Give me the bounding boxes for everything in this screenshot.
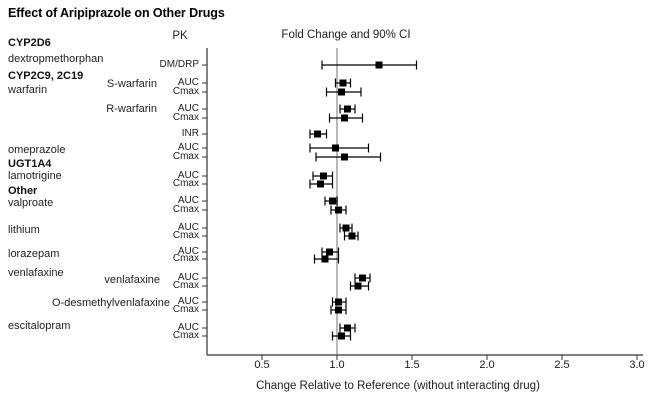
- side-label-cyp2d6: CYP2D6: [8, 37, 51, 49]
- metric-label-venlafaxine-auc: AUC: [177, 272, 199, 283]
- metric-label-lamotrigine-cmax: Cmax: [172, 178, 199, 189]
- metric-label-lithium-cmax: Cmax: [172, 230, 199, 241]
- point-estimate-marker: [375, 61, 383, 69]
- forest-row-s-warfarin-cmax: [325, 87, 362, 97]
- point-estimate-marker: [338, 332, 345, 340]
- point-estimate-marker: [329, 197, 336, 205]
- side-label-dextropmethorphan: dextropmethorphan: [8, 53, 104, 65]
- point-estimate-marker: [317, 180, 324, 188]
- forest-row-lorazepam-cmax: [313, 254, 340, 264]
- point-estimate-marker: [326, 248, 333, 256]
- forest-row-s-warfarin-auc: [334, 78, 352, 88]
- x-tick-label-0-5: 0.5: [254, 359, 270, 371]
- x-axis-label: Change Relative to Reference (without in…: [256, 380, 540, 392]
- point-estimate-marker: [335, 306, 342, 314]
- forest-row-r-warfarin-cmax: [328, 113, 364, 123]
- point-estimate-marker: [341, 153, 348, 161]
- x-tick-label-1-5: 1.5: [404, 359, 420, 371]
- metric-label-escitalopram-auc: AUC: [177, 322, 199, 333]
- metric-label-warfarin-inr: INR: [181, 128, 199, 139]
- forest-row-lamotrigine-auc: [312, 171, 334, 181]
- point-estimate-marker: [314, 130, 321, 138]
- forest-row-lamotrigine-cmax: [309, 179, 334, 189]
- point-estimate-marker: [321, 255, 329, 263]
- metric-label-s-warfarin-auc: AUC: [177, 77, 199, 88]
- forest-row-valproate-cmax: [330, 205, 347, 215]
- point-estimate-marker: [335, 298, 342, 306]
- metric-label-omeprazole-cmax: Cmax: [172, 151, 199, 162]
- side-label-cyp2c9-2c19: CYP2C9, 2C19: [8, 70, 84, 82]
- metric-label-dextropmethorphan-dm-drp: DM/DRP: [159, 59, 199, 70]
- point-estimate-marker: [335, 206, 342, 214]
- forest-row-valproate-auc: [324, 196, 338, 206]
- point-estimate-marker: [354, 282, 362, 290]
- point-estimate-marker: [338, 88, 345, 96]
- forest-row-venlafaxine-auc: [354, 273, 371, 283]
- chart-title: Effect of Aripiprazole on Other Drugs: [8, 6, 225, 20]
- metric-label-valproate-cmax: Cmax: [172, 204, 199, 215]
- side-label-other: Other: [8, 185, 38, 197]
- metric-label-o-desmethylvenlafaxine-cmax: Cmax: [172, 304, 199, 315]
- metric-label-lamotrigine-auc: AUC: [177, 170, 199, 181]
- forest-row-o-desmethylvenlafaxine-auc: [331, 297, 347, 307]
- metric-label-escitalopram-cmax: Cmax: [172, 330, 199, 341]
- point-estimate-marker: [342, 224, 350, 232]
- x-tick-label-2-0: 2.0: [479, 359, 495, 371]
- side-label-venlafaxine: venlafaxine: [8, 267, 64, 279]
- metric-label-s-warfarin-cmax: Cmax: [172, 86, 199, 97]
- side-label-s-warfarin: S-warfarin: [106, 78, 157, 90]
- column-header-fold-change: Fold Change and 90% CI: [281, 29, 411, 41]
- side-label-escitalopram: escitalopram: [8, 320, 71, 332]
- metric-label-o-desmethylvenlafaxine-auc: AUC: [177, 296, 199, 307]
- metric-label-lorazepam-cmax: Cmax: [172, 253, 199, 264]
- forest-row-escitalopram-auc: [339, 323, 356, 333]
- x-tick-label-1-0: 1.0: [329, 359, 345, 371]
- metric-label-lorazepam-auc: AUC: [177, 246, 199, 257]
- side-label-lithium: lithium: [8, 224, 40, 236]
- forest-row-lorazepam-auc: [321, 247, 340, 257]
- side-label-lorazepam: lorazepam: [8, 248, 60, 260]
- side-label-ugt1a4: UGT1A4: [8, 158, 52, 170]
- side-label-warfarin: warfarin: [8, 84, 48, 96]
- forest-row-o-desmethylvenlafaxine-cmax: [330, 305, 347, 315]
- metric-label-valproate-auc: AUC: [177, 195, 199, 206]
- side-label-valproate: valproate: [8, 197, 54, 209]
- point-estimate-marker: [339, 79, 347, 87]
- column-header-pk: PK: [172, 30, 188, 42]
- side-label-lamotrigine: lamotrigine: [8, 170, 62, 182]
- point-estimate-marker: [359, 274, 366, 282]
- metric-label-r-warfarin-auc: AUC: [177, 103, 199, 114]
- metric-label-lithium-auc: AUC: [177, 222, 199, 233]
- point-estimate-marker: [320, 172, 327, 180]
- point-estimate-marker: [341, 114, 348, 122]
- side-label-o-desmethylvenlafaxine: O-desmethylvenlafaxine: [51, 297, 170, 309]
- forest-row-lithium-auc: [339, 223, 353, 233]
- side-label-venlafaxine: venlafaxine: [104, 274, 160, 286]
- side-label-r-warfarin: R-warfarin: [106, 103, 157, 115]
- forest-row-dextropmethorphan-dm-drp: [321, 60, 418, 70]
- forest-row-warfarin-inr: [309, 129, 328, 139]
- side-label-omeprazole: omeprazole: [8, 144, 66, 156]
- point-estimate-marker: [344, 324, 351, 332]
- forest-row-r-warfarin-auc: [339, 104, 356, 114]
- x-tick-label-2-5: 2.5: [554, 359, 570, 371]
- forest-row-venlafaxine-cmax: [349, 281, 370, 291]
- metric-label-r-warfarin-cmax: Cmax: [172, 112, 199, 123]
- forest-row-lithium-cmax: [343, 231, 359, 241]
- forest-row-escitalopram-cmax: [331, 331, 352, 341]
- metric-label-omeprazole-auc: AUC: [177, 142, 199, 153]
- point-estimate-marker: [348, 232, 356, 240]
- metric-label-venlafaxine-cmax: Cmax: [172, 280, 199, 291]
- forest-row-omeprazole-cmax: [315, 152, 382, 162]
- point-estimate-marker: [332, 144, 339, 152]
- point-estimate-marker: [344, 105, 351, 113]
- x-tick-label-3-0: 3.0: [629, 359, 645, 371]
- forest-row-omeprazole-auc: [309, 143, 370, 153]
